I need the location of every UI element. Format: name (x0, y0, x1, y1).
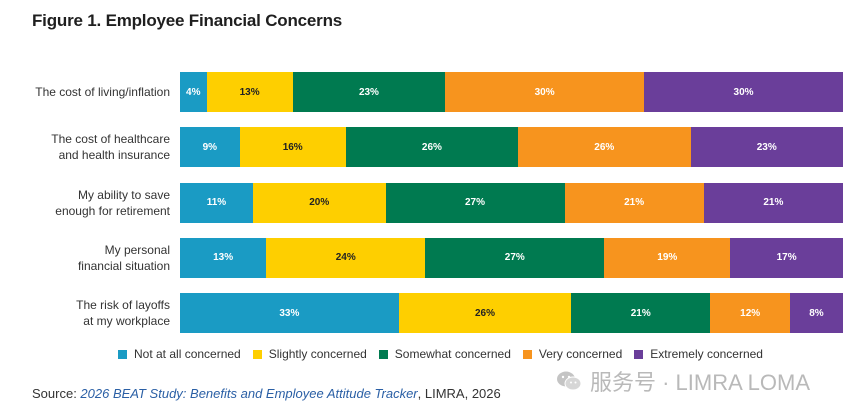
category-label: My personal financial situation (77, 242, 170, 273)
legend-swatch (252, 349, 262, 359)
source-note: Source: 2026 BEAT Study: Benefits and Em… (32, 386, 501, 401)
category-label: The cost of healthcare and health insuran… (51, 132, 170, 163)
legend-label: Not at all concerned (134, 347, 241, 361)
bar-segment: 26% (345, 127, 519, 168)
source-title[interactable]: 2026 BEAT Study: Benefits and Employee A… (80, 386, 418, 401)
category-label: The cost of living/inflation (35, 85, 170, 99)
legend-item: Not at all concerned (118, 347, 241, 361)
bar-segment: 17% (730, 237, 843, 278)
legend-item: Very concerned (522, 347, 623, 361)
bar-segment: 30% (644, 72, 843, 112)
bar-segment: 4% (180, 72, 207, 112)
watermark-text: 服务号 · LIMRA LOMA (590, 370, 811, 395)
chart-legend: Not at all concerned Slightly concerned So… (118, 347, 775, 361)
category-label: My ability to save enough for retirement (55, 187, 170, 218)
bar-segment: 21% (571, 293, 711, 333)
bar-segment: 20% (252, 182, 386, 223)
watermark: 服务号 · LIMRA LOMA (556, 365, 810, 397)
legend-label: Somewhat concerned (394, 347, 511, 361)
legend-label: Extremely concerned (650, 347, 763, 361)
bar-segment: 19% (604, 237, 731, 278)
bar-segment: 13% (206, 72, 293, 112)
bar-segment: 23% (292, 72, 446, 112)
legend-swatch (378, 349, 388, 359)
source-suffix: , LIMRA, 2026 (417, 386, 501, 401)
bar-segment: 12% (710, 293, 790, 333)
legend-item: Somewhat concerned (378, 347, 511, 361)
bar-segment: 8% (789, 293, 843, 333)
wechat-icon (557, 371, 582, 391)
bar-segment: 24% (266, 237, 426, 278)
legend-label: Very concerned (538, 347, 623, 361)
bar-segment: 11% (180, 182, 253, 223)
bar-segment: 27% (385, 182, 565, 223)
bar-segment: 21% (703, 182, 843, 223)
bar-segment: 21% (564, 182, 704, 223)
category-label: The risk of layoffs at my workplace (76, 298, 170, 328)
bar-segment: 33% (180, 293, 399, 333)
bar-segment: 16% (239, 127, 346, 168)
legend-swatch (522, 349, 532, 359)
legend-swatch (118, 349, 127, 359)
chart-title: Figure 1. Employee Financial Concerns (32, 11, 343, 30)
bar-segment: 26% (398, 293, 572, 333)
legend-item: Slightly concerned (252, 347, 367, 361)
source-prefix: Source: (32, 386, 81, 401)
bar-segment: 26% (518, 127, 691, 168)
bar-segment: 23% (690, 127, 843, 168)
legend-label: Slightly concerned (268, 347, 367, 361)
legend-item: Extremely concerned (634, 347, 763, 361)
bar-segment: 9% (180, 127, 240, 168)
bar-segment: 13% (180, 237, 267, 278)
legend-swatch (634, 349, 644, 359)
bar-segment: 30% (445, 72, 645, 112)
bar-segment: 27% (425, 237, 605, 278)
